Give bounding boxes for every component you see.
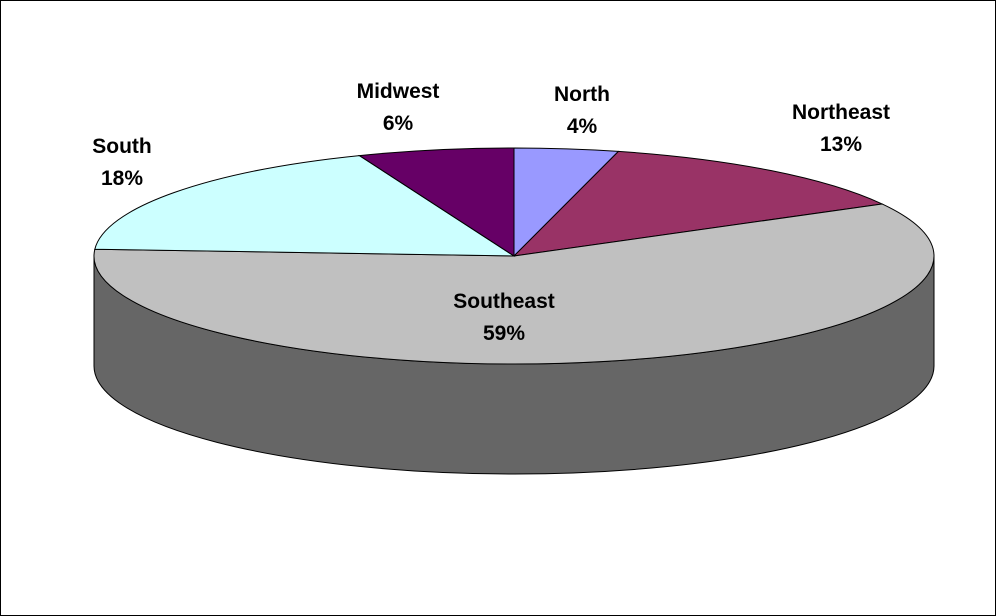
- pie-labels: North 4% Northeast 13% Southeast 59% South 18% M…: [92, 80, 890, 345]
- slice-label-southeast: Southeast 59%: [453, 290, 555, 345]
- pie-slice-southeast: [93, 203, 935, 365]
- pie-tops: [93, 147, 935, 365]
- pie-slice-south: [94, 155, 516, 257]
- slice-label-north: North 4%: [554, 83, 610, 138]
- pie-slice-northeast: [512, 150, 884, 257]
- slice-label-northeast: Northeast 13%: [792, 101, 890, 156]
- slice-label-midwest: Midwest 6%: [357, 80, 440, 135]
- pie-slice-midwest: [357, 147, 515, 257]
- slice-label-south: South 18%: [92, 135, 151, 190]
